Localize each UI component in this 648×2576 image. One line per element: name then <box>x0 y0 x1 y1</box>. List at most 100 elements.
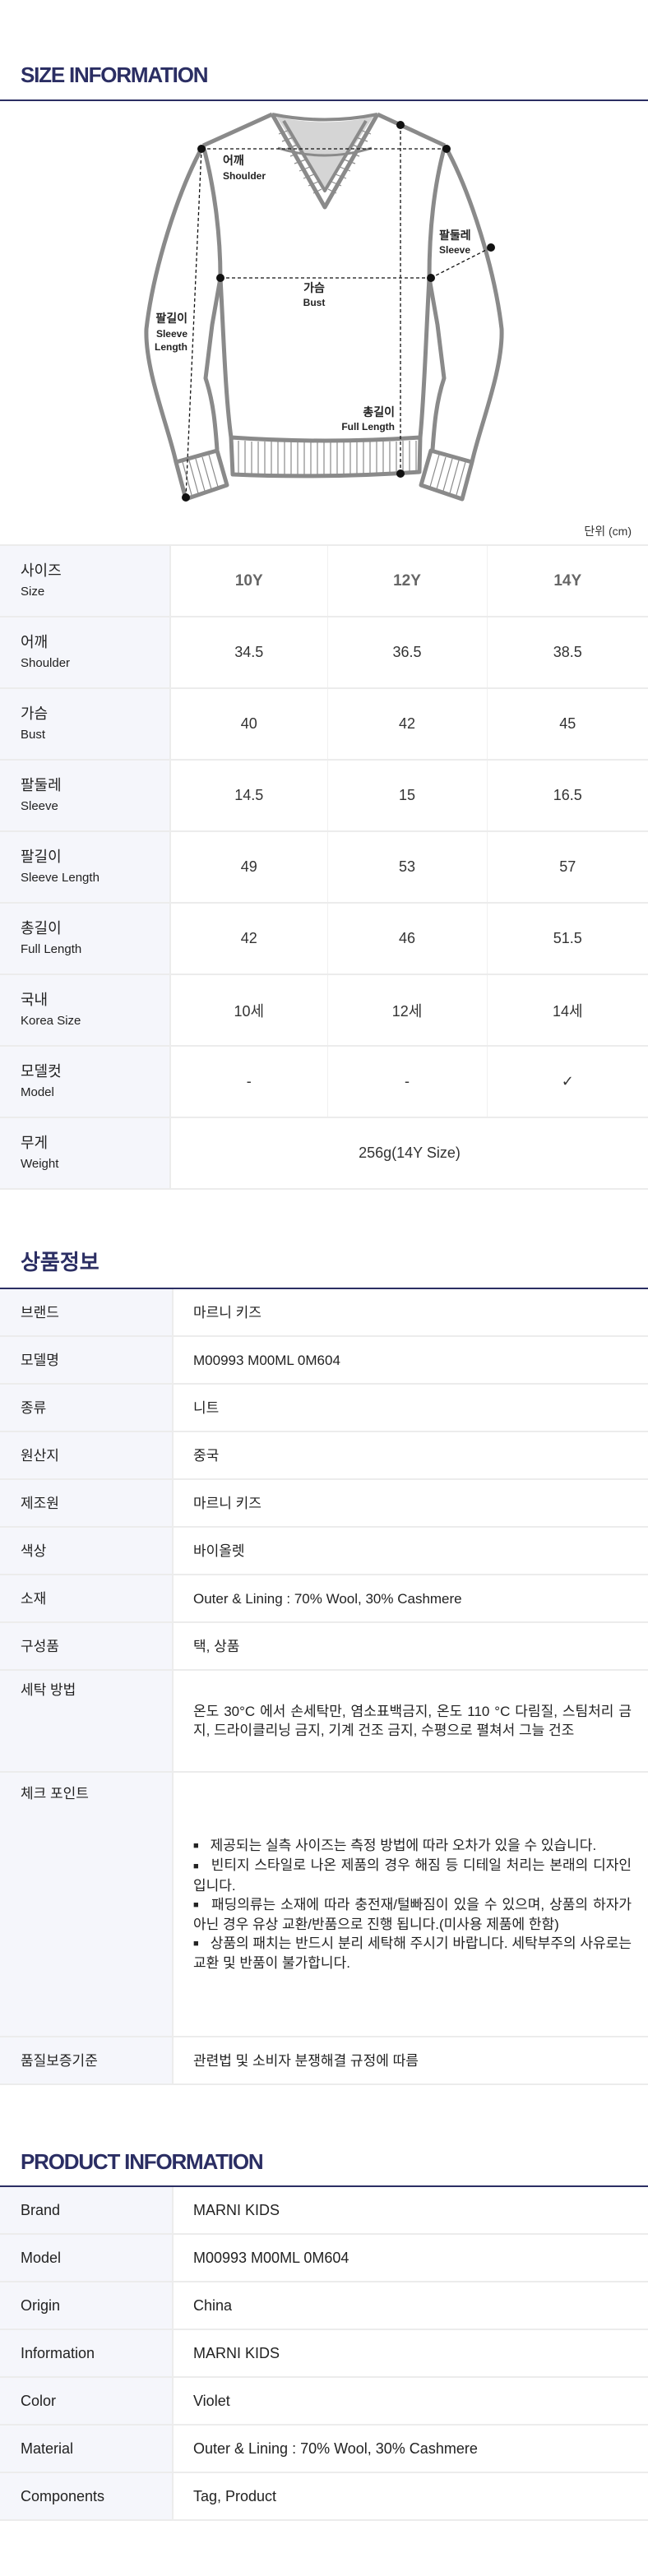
divider <box>0 2185 648 2187</box>
product-value: China <box>173 2282 648 2330</box>
right-body-side <box>418 277 432 438</box>
check-point-text: 패딩의류는 소재에 따라 충전재/털빠짐이 있을 수 있으며, 상품의 하자가 … <box>193 1896 632 1932</box>
product-value: Tag, Product <box>173 2472 648 2521</box>
unit-label: 단위 (cm) <box>584 525 632 538</box>
size-value: 14.5 <box>170 760 328 832</box>
size-10y: 10Y <box>170 545 328 617</box>
left-sleeve-inner <box>203 277 223 451</box>
size-value: 57 <box>487 831 648 904</box>
label-ko: 팔길이 <box>21 848 62 865</box>
product-row: Components Tag, Product <box>0 2472 648 2521</box>
info-row: 제조원 마르니 키즈 <box>0 1479 648 1528</box>
size-row: 국내 Korea Size 10세 12세 14세 <box>0 974 648 1047</box>
info-table: 브랜드 마르니 키즈 모델명 M00993 M00ML 0M604 종류 니트 원산지 중국 제… <box>0 1289 648 2085</box>
size-row: 총길이 Full Length 42 46 51.5 <box>0 903 648 975</box>
info-section-title: 상품정보 <box>21 1250 100 1274</box>
left-cuff <box>174 448 229 502</box>
product-table: Brand MARNI KIDS Model M00993 M00ML 0M604 Or… <box>0 2187 648 2521</box>
size-row: 가슴 Bust 40 42 45 <box>0 688 648 761</box>
product-value: Violet <box>173 2377 648 2426</box>
right-shoulder <box>376 112 447 148</box>
size-info-title: SIZE INFORMATION <box>21 62 209 87</box>
product-row: Origin China <box>0 2282 648 2330</box>
product-label: Information <box>0 2329 174 2378</box>
size-row: 모델컷 Model - - ✓ <box>0 1046 648 1118</box>
neck-inner-line <box>277 146 373 157</box>
bust-label-en: Bust <box>303 297 326 308</box>
left-armhole <box>201 145 223 279</box>
info-row: 원산지 중국 <box>0 1431 648 1480</box>
info-label: 세탁 방법 <box>0 1670 174 1773</box>
size-value: 49 <box>170 831 328 904</box>
info-value: 바이올렛 <box>173 1527 648 1575</box>
check-point-list: ■ 제공되는 실측 사이즈는 측정 방법에 따라 오차가 있을 수 있습니다. ■ 빈… <box>173 1772 648 2037</box>
info-value: 중국 <box>173 1431 648 1480</box>
product-label: Material <box>0 2425 174 2473</box>
left-sleeve-outer <box>144 144 206 463</box>
info-row: 브랜드 마르니 키즈 <box>0 1289 648 1337</box>
product-label: Model <box>0 2234 174 2282</box>
info-label: 원산지 <box>0 1431 174 1480</box>
sleeve-label-en: Sleeve <box>439 244 470 256</box>
check-point-text: 빈티지 스타일로 나온 제품의 경우 해짐 등 디테일 처리는 본래의 디자인입… <box>193 1857 632 1894</box>
product-label: Origin <box>0 2282 174 2330</box>
row-label: 총길이 Full Length <box>0 903 171 975</box>
size-value: 42 <box>327 688 488 761</box>
product-label: Components <box>0 2472 174 2521</box>
size-12y: 12Y <box>327 545 488 617</box>
info-label: 구성품 <box>0 1622 174 1671</box>
row-label: 사이즈 Size <box>0 545 171 617</box>
size-table: 사이즈 Size 10Y 12Y 14Y 어깨 Shoulder 34.5 36.5 38… <box>0 544 648 1190</box>
size-value: 46 <box>327 903 488 975</box>
check-point-item: ■ 상품의 패치는 반드시 분리 세탁해 주시기 바랍니다. 세탁부주의 사유로는… <box>193 1934 632 1972</box>
info-value: 택, 상품 <box>173 1622 648 1671</box>
info-value: Outer & Lining : 70% Wool, 30% Cashmere <box>173 1575 648 1623</box>
check-point-item: ■ 패딩의류는 소재에 따라 충전재/털빠짐이 있을 수 있으며, 상품의 하자가… <box>193 1895 632 1934</box>
info-value: 관련법 및 소비자 분쟁해결 규정에 따름 <box>173 2037 648 2085</box>
info-value: 니트 <box>173 1384 648 1432</box>
right-armhole <box>427 145 447 279</box>
collar <box>270 113 380 210</box>
row-label: 팔둘레 Sleeve <box>0 760 171 832</box>
hem-band <box>229 435 423 479</box>
left-shoulder <box>201 112 274 148</box>
measure-lines <box>185 125 492 498</box>
size-value: - <box>170 1046 328 1118</box>
product-row: Color Violet <box>0 2377 648 2426</box>
info-label: 브랜드 <box>0 1289 174 1337</box>
size-value: 51.5 <box>487 903 648 975</box>
product-value: Outer & Lining : 70% Wool, 30% Cashmere <box>173 2425 648 2473</box>
check-point-item: ■ 제공되는 실측 사이즈는 측정 방법에 따라 오차가 있을 수 있습니다. <box>193 1836 632 1856</box>
label-en: Sleeve Length <box>21 870 100 885</box>
row-label: 무게 Weight <box>0 1117 171 1190</box>
product-label: Brand <box>0 2187 174 2235</box>
product-info-title: PRODUCT INFORMATION <box>21 2149 264 2174</box>
label-ko: 어깨 <box>21 633 49 650</box>
quality-row: 품질보증기준 관련법 및 소비자 분쟁해결 규정에 따름 <box>0 2037 648 2085</box>
info-row: 구성품 택, 상품 <box>0 1622 648 1671</box>
info-row: 모델명 M00993 M00ML 0M604 <box>0 1336 648 1385</box>
label-ko: 무게 <box>21 1134 49 1151</box>
info-value: 마르니 키즈 <box>173 1289 648 1337</box>
label-en: Bust <box>21 727 46 742</box>
check-point-row: 체크 포인트 ■ 제공되는 실측 사이즈는 측정 방법에 따라 오차가 있을 수 있… <box>0 1772 648 2037</box>
row-label: 팔길이 Sleeve Length <box>0 831 171 904</box>
bust-label-ko: 가슴 <box>303 281 325 294</box>
info-label: 품질보증기준 <box>0 2037 174 2085</box>
product-value: M00993 M00ML 0M604 <box>173 2234 648 2282</box>
label-ko: 가슴 <box>21 705 49 722</box>
info-label: 색상 <box>0 1527 174 1575</box>
size-value: 40 <box>170 688 328 761</box>
size-value: 16.5 <box>487 760 648 832</box>
weight-row: 무게 Weight 256g(14Y Size) <box>0 1117 648 1190</box>
check-point-text: 상품의 패치는 반드시 분리 세탁해 주시기 바랍니다. 세탁부주의 사유로는 … <box>193 1935 632 1971</box>
size-14y: 14Y <box>487 545 648 617</box>
size-value: 42 <box>170 903 328 975</box>
square-bullet-icon: ■ <box>193 1861 200 1871</box>
row-label: 가슴 Bust <box>0 688 171 761</box>
label-en: Model <box>21 1085 54 1099</box>
size-row: 팔둘레 Sleeve 14.5 15 16.5 <box>0 760 648 832</box>
divider <box>0 1288 648 1289</box>
row-label: 국내 Korea Size <box>0 974 171 1047</box>
product-row: Brand MARNI KIDS <box>0 2187 648 2235</box>
